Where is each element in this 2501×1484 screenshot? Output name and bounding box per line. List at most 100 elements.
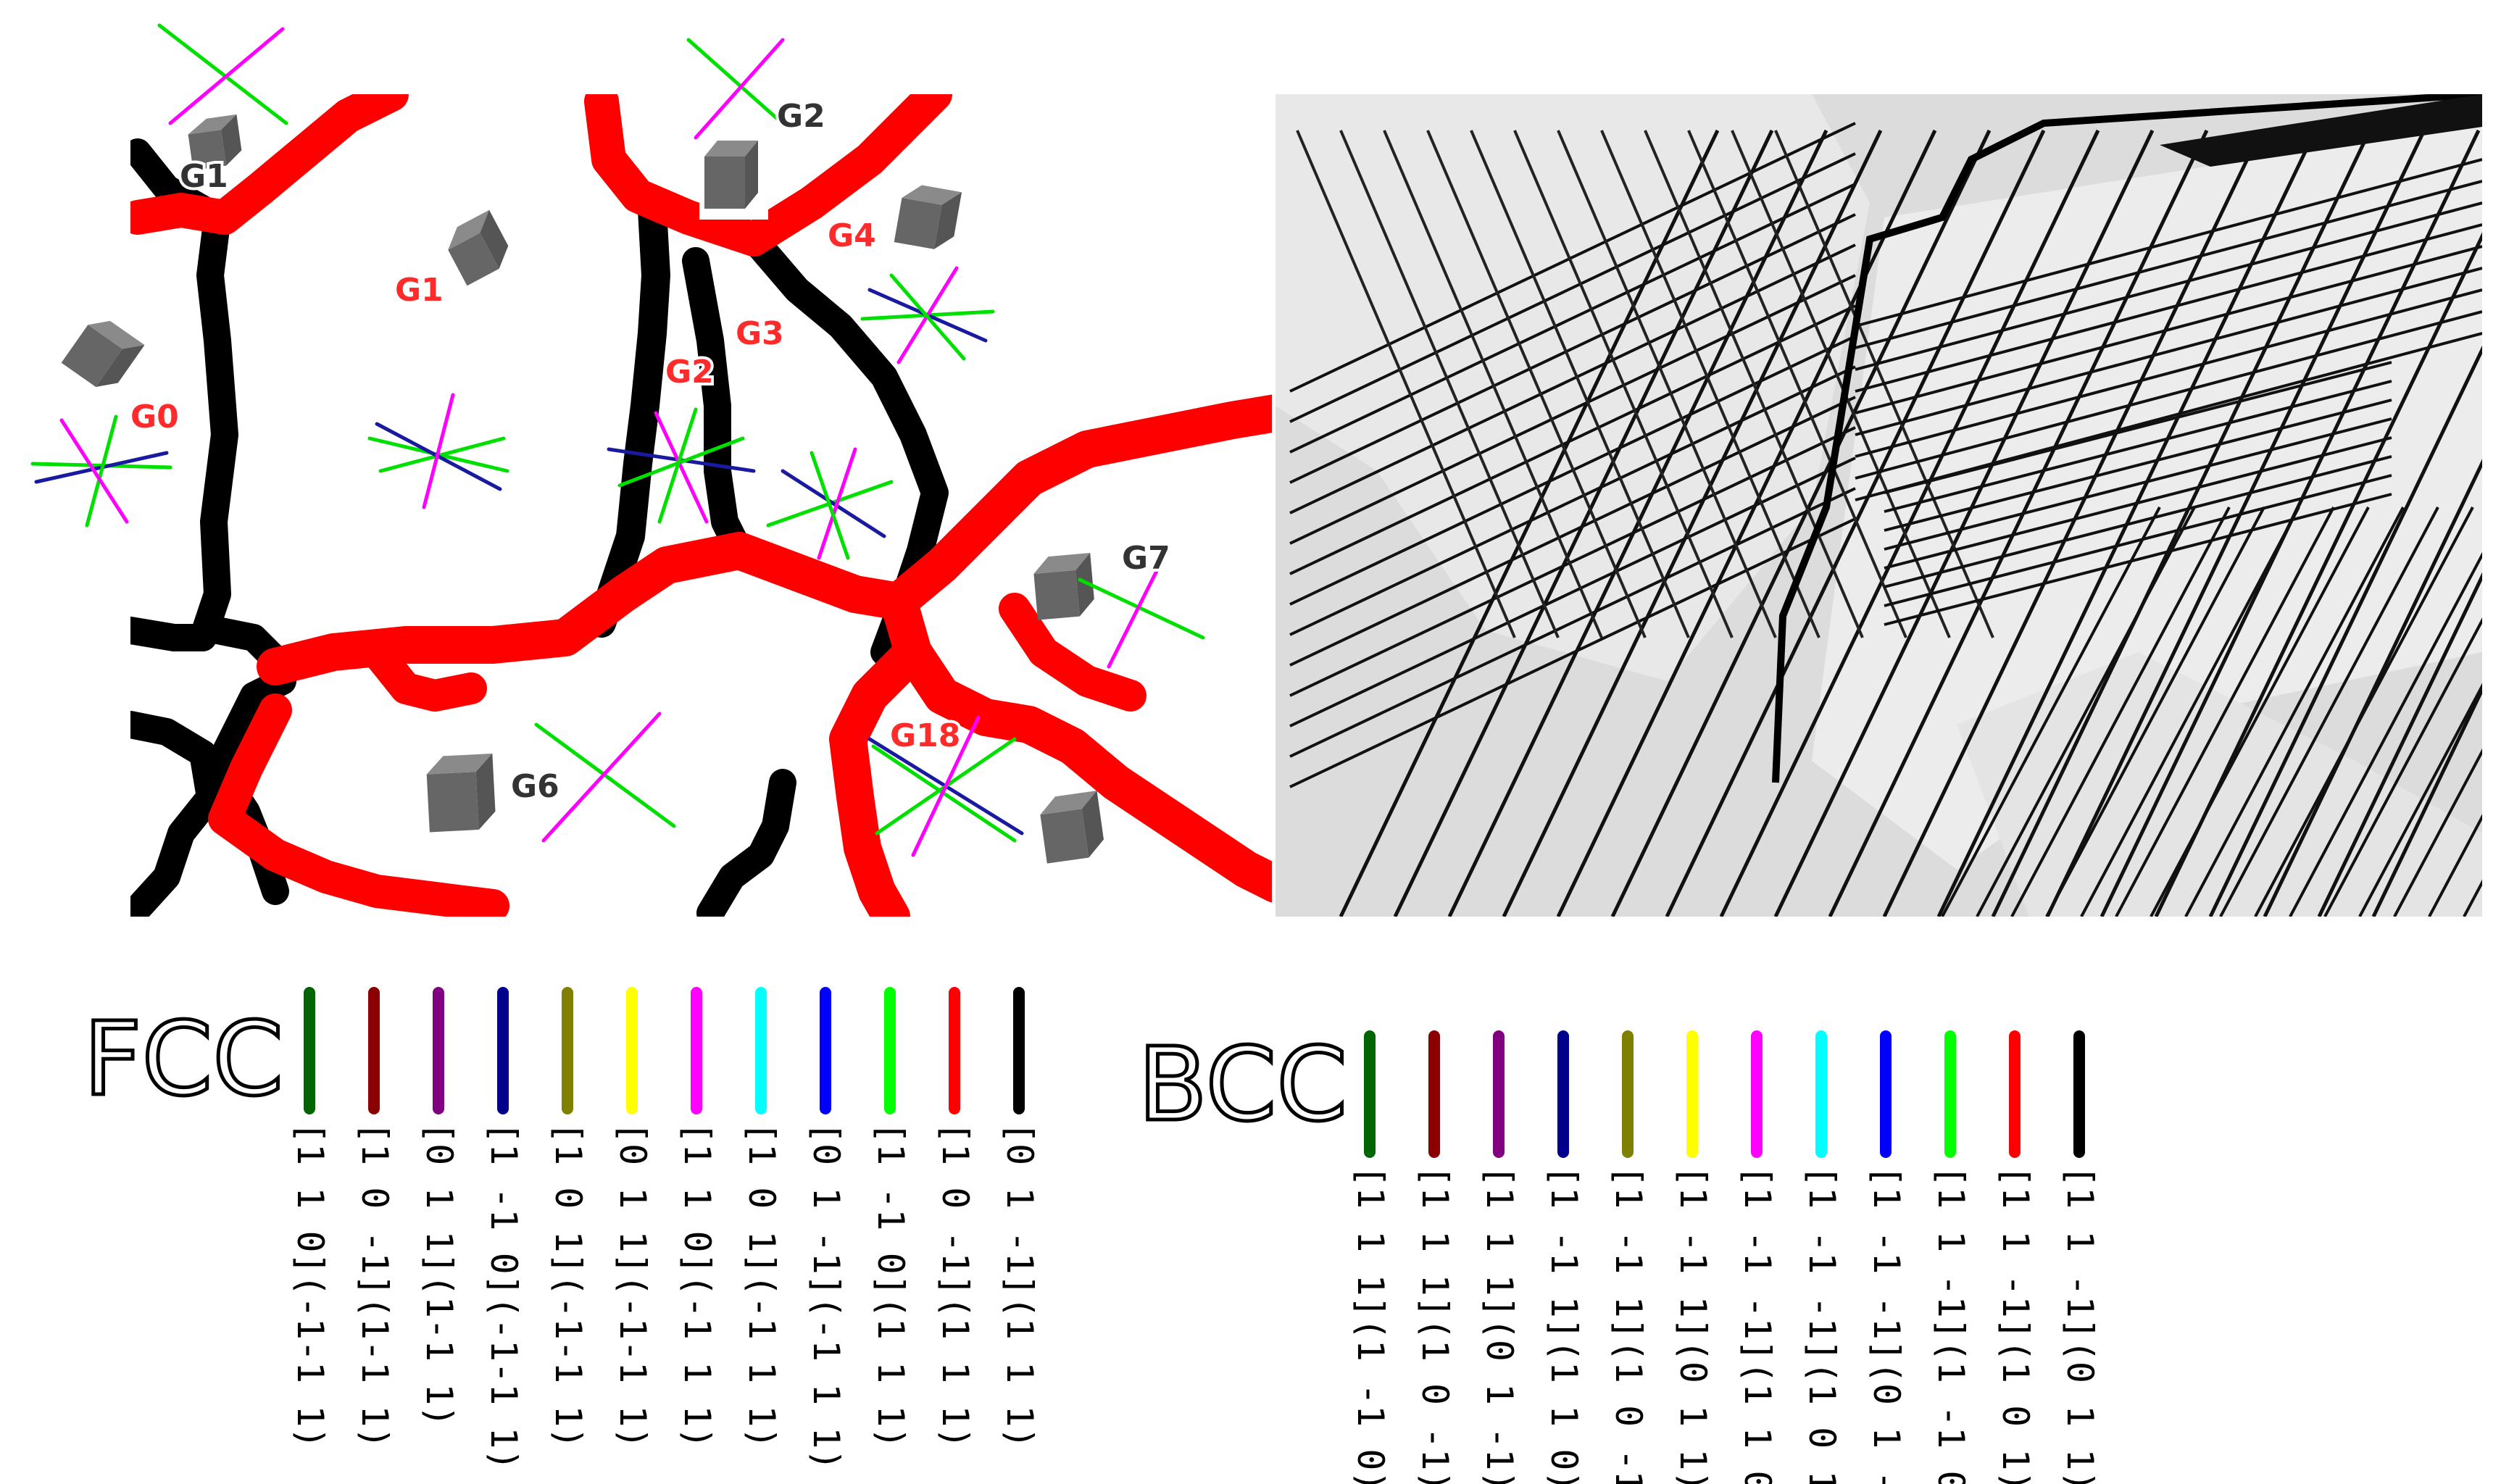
cube-icon xyxy=(448,209,509,286)
slip-line xyxy=(1687,130,1907,638)
slip-line xyxy=(1884,474,2392,607)
slip-line xyxy=(1447,129,1828,917)
slip-line xyxy=(1855,267,2482,436)
slip-line xyxy=(1976,507,2196,917)
slip-line xyxy=(1828,129,2209,917)
grain-label: G1 xyxy=(395,272,444,309)
fcc-legend-label: [1 0 -1](1-1 1) xyxy=(354,1122,396,1449)
slip-line xyxy=(2317,572,2482,917)
slip-lines xyxy=(1276,94,2482,917)
slip-line xyxy=(1339,129,1720,917)
grain-label: G0 xyxy=(130,399,179,435)
boundary-black xyxy=(130,711,224,917)
fcc-legend-label: [0 1 -1](-1 1 1) xyxy=(805,1122,847,1471)
slip-line xyxy=(2115,507,2335,917)
slip-line xyxy=(1289,487,1856,758)
slip-line xyxy=(1855,158,2482,328)
slip-family-b xyxy=(1289,122,1856,788)
cube-icon xyxy=(1040,791,1104,864)
grain-label: G6 xyxy=(511,768,559,805)
bcc-legend-label: [1 1 1](1 0 -1) xyxy=(1414,1165,1456,1484)
grain-label: G3 xyxy=(736,315,784,352)
boundary-red xyxy=(208,693,509,917)
grain-labels: G1 G2 G1 G4 G0 G3 G2 G7 G18 G6 xyxy=(128,95,1173,808)
slip-line xyxy=(1610,129,1992,917)
bcc-legend-label: [1 -1 1](1 0 -1) xyxy=(1607,1165,1649,1484)
fcc-legend-label: [1 0 -1](1 1 1) xyxy=(934,1122,976,1449)
slip-marker xyxy=(766,447,894,560)
slip-line xyxy=(2371,685,2482,917)
slip-line xyxy=(1855,310,2482,480)
boundary-black xyxy=(682,247,753,564)
slip-line xyxy=(1289,213,1856,484)
grain-cubes xyxy=(61,112,1104,864)
slip-line xyxy=(1289,243,1856,514)
boundary-red xyxy=(130,94,409,235)
bcc-legend-entry: [1 1 1](1 0 -1) xyxy=(1414,1030,1456,1484)
bcc-legend-entry: [1 1 -1](1 -1 0) xyxy=(1930,1030,1972,1484)
fcc-legend-title: FCC xyxy=(83,1001,283,1119)
boundary-red xyxy=(999,593,1147,712)
slip-marker xyxy=(367,393,509,509)
cube-icon xyxy=(894,185,962,249)
boundary-red xyxy=(584,94,952,257)
bcc-legend-entry: [1 -1 1](1 1 0) xyxy=(1543,1030,1585,1484)
slip-line xyxy=(2289,551,2482,917)
slip-line xyxy=(1556,129,1937,917)
slip-line xyxy=(2010,507,2231,917)
bcc-legend-label: [1 -1 -1](0 1 -1) xyxy=(1865,1165,1907,1484)
slip-family-c xyxy=(1296,130,1994,638)
slip-line xyxy=(1882,129,2263,917)
bcc-legend-entry: [1 -1 -1](0 1 -1) xyxy=(1865,1030,1907,1484)
slip-line xyxy=(1644,130,1864,638)
slip-line xyxy=(1941,507,2161,917)
bcc-legend-label: [1 -1 -1](1 0 1) xyxy=(1801,1165,1843,1484)
fcc-legend: FCC [1 1 0](-1-1 1) [1 0 -1](1-1 1) [0 1 1… xyxy=(82,987,1041,1471)
slip-line xyxy=(1383,130,1603,638)
fcc-legend-label: [1 -1 0](1 1 1) xyxy=(870,1122,912,1449)
slip-system-markers xyxy=(30,23,1205,857)
bcc-legend-label: [1 -1 -1](1 1 0) xyxy=(1736,1165,1778,1484)
bcc-legend-entry: [1 1 -1](0 1 1) xyxy=(2059,1030,2101,1484)
slip-line xyxy=(2154,232,2482,917)
boundary-black xyxy=(587,196,670,638)
fcc-legend-entry: [1 1 0](-1 1 1) xyxy=(676,987,718,1449)
fcc-legend-entry: [1 1 0](-1-1 1) xyxy=(289,987,331,1449)
fcc-legend-entry: [0 1 1](1-1 1) xyxy=(418,987,460,1427)
slip-line xyxy=(2263,459,2482,917)
slip-line xyxy=(1600,130,1820,638)
grain-shading xyxy=(1276,94,1870,681)
slip-line xyxy=(1884,380,2392,513)
cube-icon xyxy=(184,112,251,178)
slip-line xyxy=(2080,507,2300,917)
slip-line xyxy=(1855,288,2482,458)
slip-line xyxy=(1855,180,2482,349)
cube-icon xyxy=(699,129,768,220)
boundary-red xyxy=(257,394,1272,685)
slip-line xyxy=(1289,396,1856,667)
bcc-legend-label: [1 1 1](0 1 -1) xyxy=(1478,1165,1520,1484)
slip-line xyxy=(2323,617,2482,917)
slip-line xyxy=(1289,122,1856,393)
boundary-black xyxy=(696,769,796,917)
slip-line xyxy=(2219,507,2439,917)
slip-line xyxy=(2150,507,2370,917)
cube-icon xyxy=(1033,553,1094,620)
slip-line xyxy=(1884,417,2392,551)
bcc-legend-label: [1 1 -1](1 -1 0) xyxy=(1930,1165,1972,1484)
fcc-legend-label: [1 0 1](-1 1 1) xyxy=(741,1122,783,1449)
slip-line xyxy=(1855,223,2482,393)
slip-line xyxy=(1289,365,1856,636)
bcc-legend-label: [1 -1 1](0 1 1) xyxy=(1672,1165,1714,1484)
slip-line xyxy=(1289,426,1856,697)
bcc-legend-entry: [1 -1 1](0 1 1) xyxy=(1672,1030,1714,1484)
boundary-red xyxy=(829,633,932,917)
bcc-legend-label: [1 -1 1](1 1 0) xyxy=(1543,1165,1585,1484)
grain-label: G18 xyxy=(890,717,960,754)
slip-line xyxy=(1557,130,1777,638)
bcc-legend-entry: [1 1 -1](1 0 1) xyxy=(1994,1030,2036,1484)
slip-marker xyxy=(686,38,788,140)
slip-line xyxy=(1393,129,1774,917)
slip-marker xyxy=(157,23,288,125)
